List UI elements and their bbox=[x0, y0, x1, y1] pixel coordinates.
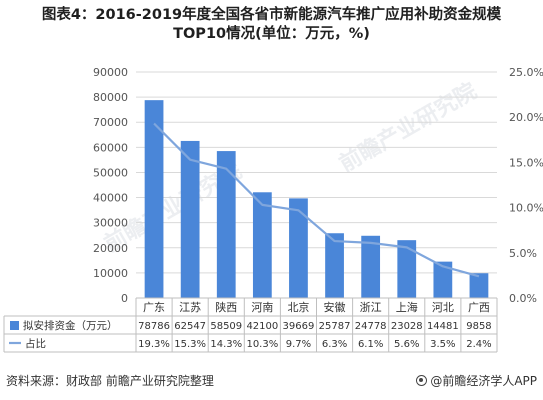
x-category-label: 陕西 bbox=[215, 300, 237, 314]
x-category-label: 安徽 bbox=[324, 300, 346, 314]
bar-value-label: 62547 bbox=[174, 321, 206, 332]
x-category-label: 浙江 bbox=[360, 301, 382, 314]
share-value-label: 6.1% bbox=[358, 339, 383, 350]
y-left-tick-label: 30000 bbox=[93, 217, 128, 230]
bar-value-label: 23028 bbox=[391, 321, 423, 332]
y-left-tick-label: 40000 bbox=[93, 192, 128, 205]
bar bbox=[397, 240, 417, 298]
y-right-tick-label: 15.0% bbox=[509, 156, 543, 169]
x-category-label: 上海 bbox=[396, 300, 418, 314]
y-right-tick-label: 5.0% bbox=[509, 247, 537, 260]
y-right-tick-label: 25.0% bbox=[509, 66, 543, 79]
y-left-tick-label: 20000 bbox=[93, 242, 128, 255]
bar-value-label: 58509 bbox=[210, 321, 242, 332]
y-left-tick-label: 80000 bbox=[93, 91, 128, 104]
bar bbox=[216, 151, 236, 298]
bar-value-label: 9858 bbox=[466, 321, 491, 332]
y-left-tick-label: 10000 bbox=[93, 267, 128, 280]
chart-title: 图表4：2016-2019年度全国各省市新能源汽车推广应用补助资金规模 TOP1… bbox=[0, 6, 543, 44]
legend-line-label: 占比 bbox=[25, 337, 46, 350]
y-right-tick-label: 20.0% bbox=[509, 111, 543, 124]
share-value-label: 10.3% bbox=[246, 339, 278, 350]
y-right-tick-label: 10.0% bbox=[509, 202, 543, 215]
bar bbox=[180, 140, 200, 298]
bar-value-label: 24778 bbox=[355, 321, 387, 332]
y-left-tick-label: 90000 bbox=[93, 66, 128, 79]
bar-value-label: 42100 bbox=[246, 321, 278, 332]
bar bbox=[144, 100, 164, 298]
share-value-label: 14.3% bbox=[210, 339, 242, 350]
x-category-label: 北京 bbox=[287, 300, 309, 314]
title-line-2: TOP10情况(单位：万元，%) bbox=[173, 26, 370, 42]
x-category-label: 河北 bbox=[432, 301, 454, 314]
x-category-label: 广东 bbox=[143, 301, 165, 314]
y-left-tick-label: 70000 bbox=[93, 116, 128, 129]
bar bbox=[433, 261, 453, 298]
x-category-label: 河南 bbox=[251, 301, 273, 314]
brand-credit: @前瞻经济学人APP bbox=[416, 372, 537, 389]
y-left-tick-label: 60000 bbox=[93, 141, 128, 154]
bar-value-label: 14481 bbox=[427, 321, 459, 332]
bar-value-label: 39669 bbox=[283, 321, 315, 332]
share-value-label: 19.3% bbox=[138, 339, 170, 350]
source-note: 资料来源：财政部 前瞻产业研究院整理 bbox=[6, 374, 214, 388]
share-value-label: 5.6% bbox=[394, 339, 419, 350]
bar bbox=[252, 192, 272, 298]
y-left-tick-label: 50000 bbox=[93, 166, 128, 179]
x-category-label: 江苏 bbox=[179, 301, 201, 314]
brand-logo-icon bbox=[416, 375, 428, 386]
legend-bar-swatch bbox=[10, 321, 19, 330]
share-value-label: 9.7% bbox=[286, 339, 311, 350]
bar-value-label: 78786 bbox=[138, 321, 170, 332]
x-category-label: 广西 bbox=[468, 301, 490, 314]
bar bbox=[469, 273, 489, 298]
legend-bar-label: 拟安排资金（万元） bbox=[23, 319, 118, 332]
title-line-1: 图表4：2016-2019年度全国各省市新能源汽车推广应用补助资金规模 bbox=[41, 7, 502, 23]
bar-value-label: 25787 bbox=[319, 321, 351, 332]
share-value-label: 15.3% bbox=[174, 339, 206, 350]
bar bbox=[325, 233, 344, 298]
share-value-label: 6.3% bbox=[322, 339, 347, 350]
share-line bbox=[153, 122, 480, 278]
bar bbox=[361, 235, 381, 298]
y-right-tick-label: 0.0% bbox=[509, 292, 537, 305]
y-left-tick-label: 0 bbox=[121, 292, 128, 305]
share-value-label: 3.5% bbox=[430, 339, 455, 350]
bar bbox=[289, 198, 308, 298]
share-value-label: 2.4% bbox=[466, 339, 491, 350]
brand-label: @前瞻经济学人APP bbox=[430, 374, 537, 388]
